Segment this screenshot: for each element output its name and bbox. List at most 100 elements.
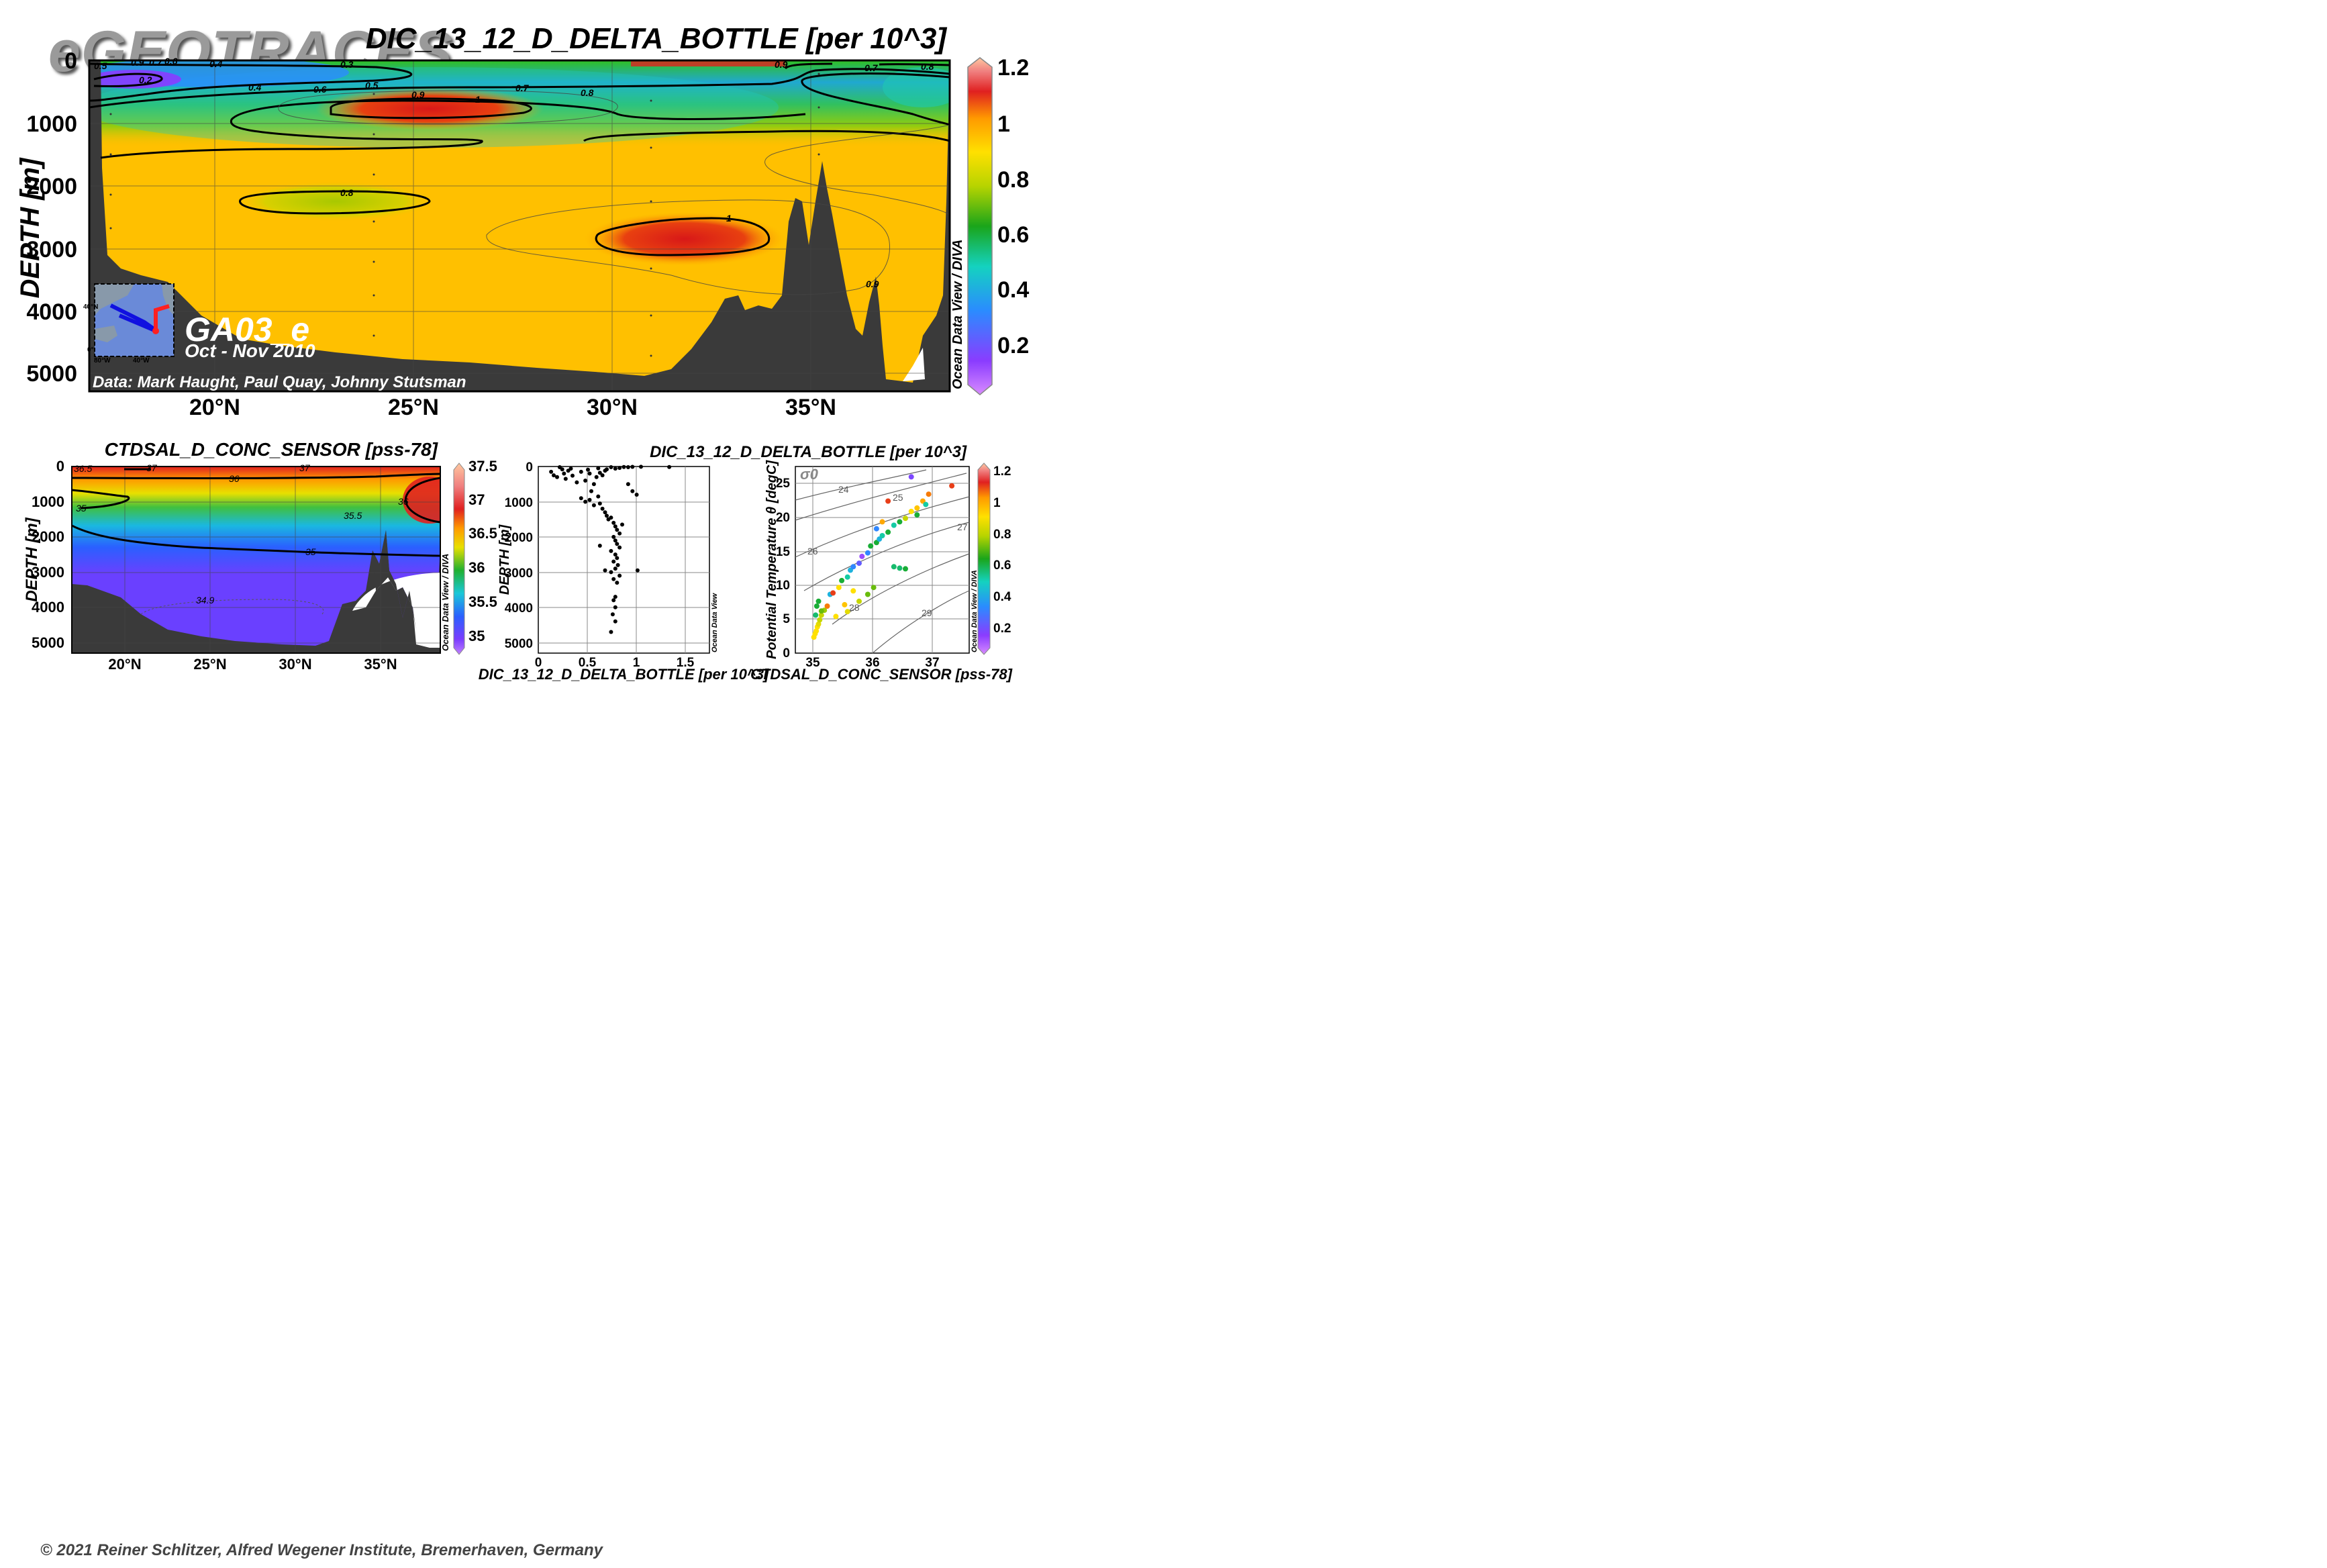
ts-x-ticks: 35 36 37 [805,656,939,670]
ts-point [850,588,856,594]
profile-point [597,471,602,475]
salinity-colorbar: 37.5 37 36.5 36 35.5 35 [453,458,497,655]
ts-point [871,585,877,591]
y-tick-label: 1000 [26,111,77,137]
profile-point [613,467,617,471]
main-section-field [89,60,950,391]
colorbar-tick: 1 [997,111,1010,137]
contour-label: 0.3 [340,59,354,70]
ts-point [864,591,871,597]
y-tick-label: 4000 [26,299,77,325]
ts-point [833,614,839,620]
profile-point [560,467,564,472]
profile-point [600,473,605,478]
profile-point [617,573,622,578]
isopycnals [795,469,970,654]
x-tick-label: 30°N [587,395,638,420]
colorbar-tick: 35.5 [468,593,497,610]
odv-credit: Ocean Data View / DIVA [971,570,979,652]
ts-point [908,508,914,514]
salinity-title: CTDSAL_D_CONC_SENSOR [pss-78] [105,439,439,460]
ts-point [885,498,891,504]
x-tick-label: 1 [633,656,640,670]
ts-title: DIC_13_12_D_DELTA_BOTTLE [per 10^3] [650,443,967,461]
profile-point [579,469,583,474]
profile-point [613,567,617,571]
isopycnal-label: 29 [922,607,932,618]
contour-label: 0.5 [365,80,379,91]
ts-point [859,553,865,559]
y-tick-label: 0 [64,48,77,74]
profile-point [575,480,579,485]
x-tick-label: 20°N [108,656,141,673]
profile-y-axis-label: DEPTH [m] [497,524,512,595]
profile-point [583,499,588,504]
salinity-section-field [72,467,440,653]
colorbar-tick: 37.5 [468,458,497,475]
profile-point [615,528,620,532]
x-tick-label: 30°N [279,656,311,673]
y-tick-label: 4000 [32,599,64,616]
contour-label: 35 [76,503,87,513]
profile-point [617,531,622,536]
ts-point [903,516,908,522]
main-contours [89,62,950,256]
y-tick-label: 3000 [26,237,77,262]
profile-point [591,482,596,487]
colorbar-tick: 37 [468,491,485,508]
contour-label: 0.7 [515,83,530,93]
profile-point [603,568,607,573]
main-contour-labels: 0.5 0.9 0.7 0.6 0.4 0.3 0.2 0.4 0.6 0.5 … [94,56,934,289]
y-tick-label: 1000 [32,493,64,510]
contour-label: 36 [398,496,409,507]
colorbar-tick: 36.5 [468,525,497,542]
profile-point [597,544,602,548]
ts-y-axis-label: Potential Temperature θ [degC] [764,460,779,659]
y-tick-label: 10 [776,579,790,593]
x-tick-label: 37 [925,656,939,670]
colorbar-tick: 0.2 [993,622,1011,636]
profile-point [615,542,620,546]
ts-point [908,474,914,480]
salinity-x-ticks: 20°N 25°N 30°N 35°N [108,656,397,673]
profile-point [609,465,613,469]
profile-point [620,522,624,527]
contour-label: 37 [146,462,158,473]
colorbar-tick: 0.8 [997,167,1029,193]
colorbar-tick: 0.6 [993,558,1011,573]
profile-point [615,562,620,567]
contour-label: 0.9 [775,59,788,70]
y-tick-label: 20 [776,511,790,525]
profile-point [589,489,593,493]
profile-y-ticks: 0 1000 2000 3000 4000 5000 [505,460,533,651]
cruise-dates: Oct - Nov 2010 [185,340,315,361]
ts-point [856,598,862,604]
profile-point [615,556,620,560]
y-tick-label: 25 [776,477,791,491]
salinity-y-ticks: 0 1000 2000 3000 4000 5000 [32,458,64,651]
x-tick-label: 0.5 [579,656,597,670]
profile-point [613,524,617,529]
x-tick-label: 25°N [388,395,439,420]
ts-point [818,612,824,618]
ts-point [844,574,850,580]
profile-point [583,479,588,483]
ts-point [891,564,897,570]
colorbar-tick: 0.4 [993,590,1011,604]
ts-colorbar: 1.2 1 0.8 0.6 0.4 0.2 [977,462,1011,655]
profile-point [552,473,556,478]
ts-point [839,577,845,583]
profile-point [549,469,554,474]
ts-point [868,543,874,549]
profile-point [611,520,616,525]
x-tick-label: 25°N [193,656,226,673]
contour-label: 0.4 [209,58,223,69]
y-tick-label: 5000 [32,634,64,651]
contour-label: 0.9 [411,89,425,100]
y-tick-label: 2000 [26,174,77,199]
profile-point [568,467,573,471]
profile-point [597,501,602,506]
isopycnal-label: 25 [893,492,903,503]
contour-label: 0.7 [864,62,879,73]
contour-label: 0.5 [94,60,107,71]
